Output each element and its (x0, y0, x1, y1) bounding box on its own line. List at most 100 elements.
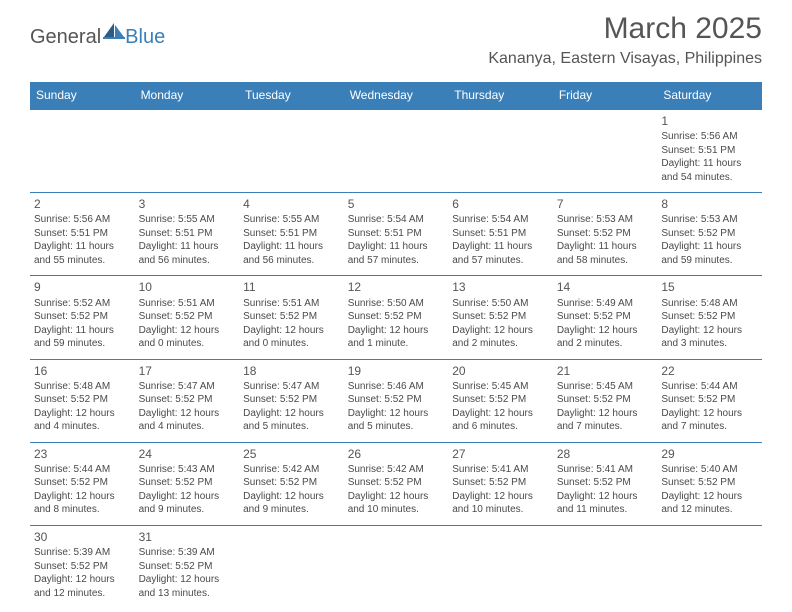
sunrise-text: Sunrise: 5:49 AM (557, 297, 654, 311)
calendar-day-cell (657, 525, 762, 608)
daylight-text: and 11 minutes. (557, 503, 654, 517)
sunset-text: Sunset: 5:51 PM (139, 227, 236, 241)
daylight-text: Daylight: 12 hours (348, 490, 445, 504)
daylight-text: and 6 minutes. (452, 420, 549, 434)
calendar-week-row: 1Sunrise: 5:56 AMSunset: 5:51 PMDaylight… (30, 109, 762, 193)
day-number: 23 (34, 446, 131, 462)
daylight-text: Daylight: 12 hours (452, 407, 549, 421)
sunrise-text: Sunrise: 5:43 AM (139, 463, 236, 477)
daylight-text: Daylight: 12 hours (139, 573, 236, 587)
sunset-text: Sunset: 5:52 PM (452, 393, 549, 407)
day-number: 31 (139, 529, 236, 545)
sunset-text: Sunset: 5:52 PM (34, 393, 131, 407)
daylight-text: Daylight: 11 hours (661, 240, 758, 254)
calendar-day-cell: 15Sunrise: 5:48 AMSunset: 5:52 PMDayligh… (657, 276, 762, 359)
daylight-text: and 0 minutes. (243, 337, 340, 351)
daylight-text: and 2 minutes. (557, 337, 654, 351)
calendar-week-row: 30Sunrise: 5:39 AMSunset: 5:52 PMDayligh… (30, 525, 762, 608)
calendar-week-row: 16Sunrise: 5:48 AMSunset: 5:52 PMDayligh… (30, 359, 762, 442)
sunrise-text: Sunrise: 5:54 AM (348, 213, 445, 227)
sunset-text: Sunset: 5:51 PM (452, 227, 549, 241)
calendar-day-cell: 18Sunrise: 5:47 AMSunset: 5:52 PMDayligh… (239, 359, 344, 442)
daylight-text: Daylight: 12 hours (34, 573, 131, 587)
daylight-text: Daylight: 12 hours (661, 324, 758, 338)
calendar-day-cell (30, 109, 135, 193)
day-number: 3 (139, 196, 236, 212)
sunrise-text: Sunrise: 5:39 AM (139, 546, 236, 560)
calendar-week-row: 2Sunrise: 5:56 AMSunset: 5:51 PMDaylight… (30, 193, 762, 276)
weekday-header: Saturday (657, 82, 762, 109)
sunrise-text: Sunrise: 5:56 AM (661, 130, 758, 144)
calendar-week-row: 9Sunrise: 5:52 AMSunset: 5:52 PMDaylight… (30, 276, 762, 359)
calendar-day-cell: 16Sunrise: 5:48 AMSunset: 5:52 PMDayligh… (30, 359, 135, 442)
sunset-text: Sunset: 5:52 PM (139, 560, 236, 574)
title-block: March 2025 Kananya, Eastern Visayas, Phi… (488, 12, 762, 68)
sunrise-text: Sunrise: 5:41 AM (452, 463, 549, 477)
day-number: 25 (243, 446, 340, 462)
daylight-text: and 7 minutes. (661, 420, 758, 434)
day-number: 16 (34, 363, 131, 379)
calendar-day-cell: 25Sunrise: 5:42 AMSunset: 5:52 PMDayligh… (239, 442, 344, 525)
logo-sail-icon (103, 22, 125, 45)
location-subtitle: Kananya, Eastern Visayas, Philippines (488, 50, 762, 68)
calendar-day-cell: 9Sunrise: 5:52 AMSunset: 5:52 PMDaylight… (30, 276, 135, 359)
daylight-text: and 4 minutes. (139, 420, 236, 434)
day-number: 1 (661, 113, 758, 129)
sunset-text: Sunset: 5:52 PM (661, 393, 758, 407)
sunrise-text: Sunrise: 5:50 AM (348, 297, 445, 311)
calendar-day-cell (344, 525, 449, 608)
sunset-text: Sunset: 5:52 PM (34, 560, 131, 574)
daylight-text: Daylight: 12 hours (139, 490, 236, 504)
sunrise-text: Sunrise: 5:39 AM (34, 546, 131, 560)
weekday-header: Thursday (448, 82, 553, 109)
sunrise-text: Sunrise: 5:54 AM (452, 213, 549, 227)
daylight-text: Daylight: 11 hours (557, 240, 654, 254)
calendar-day-cell: 10Sunrise: 5:51 AMSunset: 5:52 PMDayligh… (135, 276, 240, 359)
calendar-day-cell: 31Sunrise: 5:39 AMSunset: 5:52 PMDayligh… (135, 525, 240, 608)
day-number: 19 (348, 363, 445, 379)
daylight-text: and 8 minutes. (34, 503, 131, 517)
calendar-day-cell: 20Sunrise: 5:45 AMSunset: 5:52 PMDayligh… (448, 359, 553, 442)
sunset-text: Sunset: 5:52 PM (557, 310, 654, 324)
month-title: March 2025 (488, 12, 762, 46)
calendar-day-cell (553, 525, 658, 608)
calendar-day-cell (135, 109, 240, 193)
daylight-text: Daylight: 11 hours (34, 240, 131, 254)
day-number: 14 (557, 279, 654, 295)
daylight-text: and 3 minutes. (661, 337, 758, 351)
daylight-text: Daylight: 12 hours (452, 324, 549, 338)
sunset-text: Sunset: 5:52 PM (139, 476, 236, 490)
sunrise-text: Sunrise: 5:50 AM (452, 297, 549, 311)
calendar-day-cell: 27Sunrise: 5:41 AMSunset: 5:52 PMDayligh… (448, 442, 553, 525)
sunset-text: Sunset: 5:52 PM (557, 476, 654, 490)
daylight-text: and 59 minutes. (34, 337, 131, 351)
calendar-day-cell: 28Sunrise: 5:41 AMSunset: 5:52 PMDayligh… (553, 442, 658, 525)
day-number: 6 (452, 196, 549, 212)
daylight-text: and 56 minutes. (243, 254, 340, 268)
weekday-header: Sunday (30, 82, 135, 109)
weekday-header: Wednesday (344, 82, 449, 109)
calendar-table: Sunday Monday Tuesday Wednesday Thursday… (30, 82, 762, 608)
sunrise-text: Sunrise: 5:53 AM (557, 213, 654, 227)
sunrise-text: Sunrise: 5:48 AM (661, 297, 758, 311)
calendar-day-cell: 30Sunrise: 5:39 AMSunset: 5:52 PMDayligh… (30, 525, 135, 608)
sunrise-text: Sunrise: 5:40 AM (661, 463, 758, 477)
daylight-text: and 58 minutes. (557, 254, 654, 268)
day-number: 2 (34, 196, 131, 212)
sunrise-text: Sunrise: 5:53 AM (661, 213, 758, 227)
calendar-day-cell: 19Sunrise: 5:46 AMSunset: 5:52 PMDayligh… (344, 359, 449, 442)
daylight-text: Daylight: 12 hours (348, 407, 445, 421)
daylight-text: and 9 minutes. (243, 503, 340, 517)
day-number: 28 (557, 446, 654, 462)
calendar-day-cell (239, 525, 344, 608)
daylight-text: Daylight: 12 hours (661, 490, 758, 504)
daylight-text: and 59 minutes. (661, 254, 758, 268)
sunrise-text: Sunrise: 5:51 AM (243, 297, 340, 311)
day-number: 4 (243, 196, 340, 212)
daylight-text: and 56 minutes. (139, 254, 236, 268)
header: General Blue March 2025 Kananya, Eastern… (0, 0, 792, 78)
sunrise-text: Sunrise: 5:45 AM (452, 380, 549, 394)
sunset-text: Sunset: 5:52 PM (661, 310, 758, 324)
sunrise-text: Sunrise: 5:46 AM (348, 380, 445, 394)
calendar-day-cell: 6Sunrise: 5:54 AMSunset: 5:51 PMDaylight… (448, 193, 553, 276)
